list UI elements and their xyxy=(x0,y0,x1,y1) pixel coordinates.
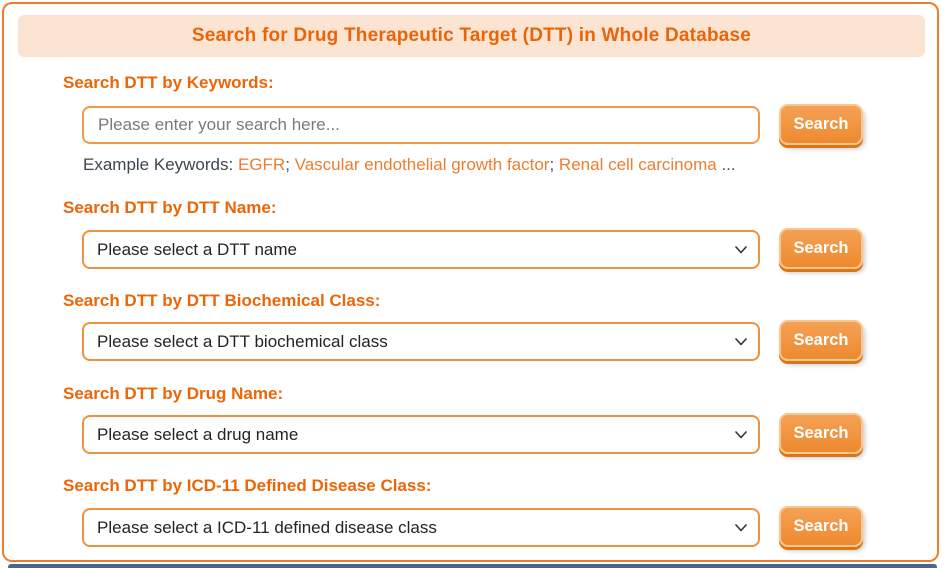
icd11-disease-class-search-button[interactable]: Search xyxy=(779,506,863,547)
drug-name-section-label: Search DTT by Drug Name: xyxy=(63,384,284,403)
example-keyword-separator: ; xyxy=(549,155,559,174)
keyword-search-button[interactable]: Search xyxy=(779,104,863,145)
icd11-disease-class-section-label: Search DTT by ICD-11 Defined Disease Cla… xyxy=(63,476,432,495)
dtt-name-section-label: Search DTT by DTT Name: xyxy=(63,198,277,217)
icd11-disease-class-select[interactable]: Please select a ICD-11 defined disease c… xyxy=(82,508,760,547)
panel-header: Search for Drug Therapeutic Target (DTT)… xyxy=(18,15,925,57)
example-keyword-link-rcc[interactable]: Renal cell carcinoma xyxy=(558,155,717,174)
example-keyword-separator: ; xyxy=(285,155,295,174)
example-keywords-prefix: Example Keywords: xyxy=(83,155,238,174)
keywords-section-label: Search DTT by Keywords: xyxy=(63,73,274,92)
example-keywords-line: Example Keywords: EGFR; Vascular endothe… xyxy=(83,155,736,175)
dtt-name-select-wrapper: Please select a DTT name xyxy=(82,230,760,269)
example-keyword-link-egfr[interactable]: EGFR xyxy=(237,155,286,174)
biochemical-class-select[interactable]: Please select a DTT biochemical class xyxy=(82,322,760,361)
example-keyword-link-vegf[interactable]: Vascular endothelial growth factor xyxy=(294,155,550,174)
example-keywords-ellipsis: ... xyxy=(716,155,736,174)
dtt-name-select[interactable]: Please select a DTT name xyxy=(82,230,760,269)
biochemical-class-section-label: Search DTT by DTT Biochemical Class: xyxy=(63,291,381,310)
dtt-name-search-button[interactable]: Search xyxy=(779,228,863,269)
drug-name-search-button[interactable]: Search xyxy=(779,413,863,454)
biochemical-class-search-button[interactable]: Search xyxy=(779,320,863,361)
page-title: Search for Drug Therapeutic Target (DTT)… xyxy=(191,25,752,46)
icd11-disease-class-select-wrapper: Please select a ICD-11 defined disease c… xyxy=(82,508,760,547)
next-panel-top-edge xyxy=(8,564,937,568)
drug-name-select-wrapper: Please select a drug name xyxy=(82,415,760,454)
search-panel: Search for Drug Therapeutic Target (DTT)… xyxy=(2,2,939,562)
biochemical-class-select-wrapper: Please select a DTT biochemical class xyxy=(82,322,760,361)
drug-name-select[interactable]: Please select a drug name xyxy=(82,415,760,454)
keyword-search-input[interactable] xyxy=(82,106,760,144)
